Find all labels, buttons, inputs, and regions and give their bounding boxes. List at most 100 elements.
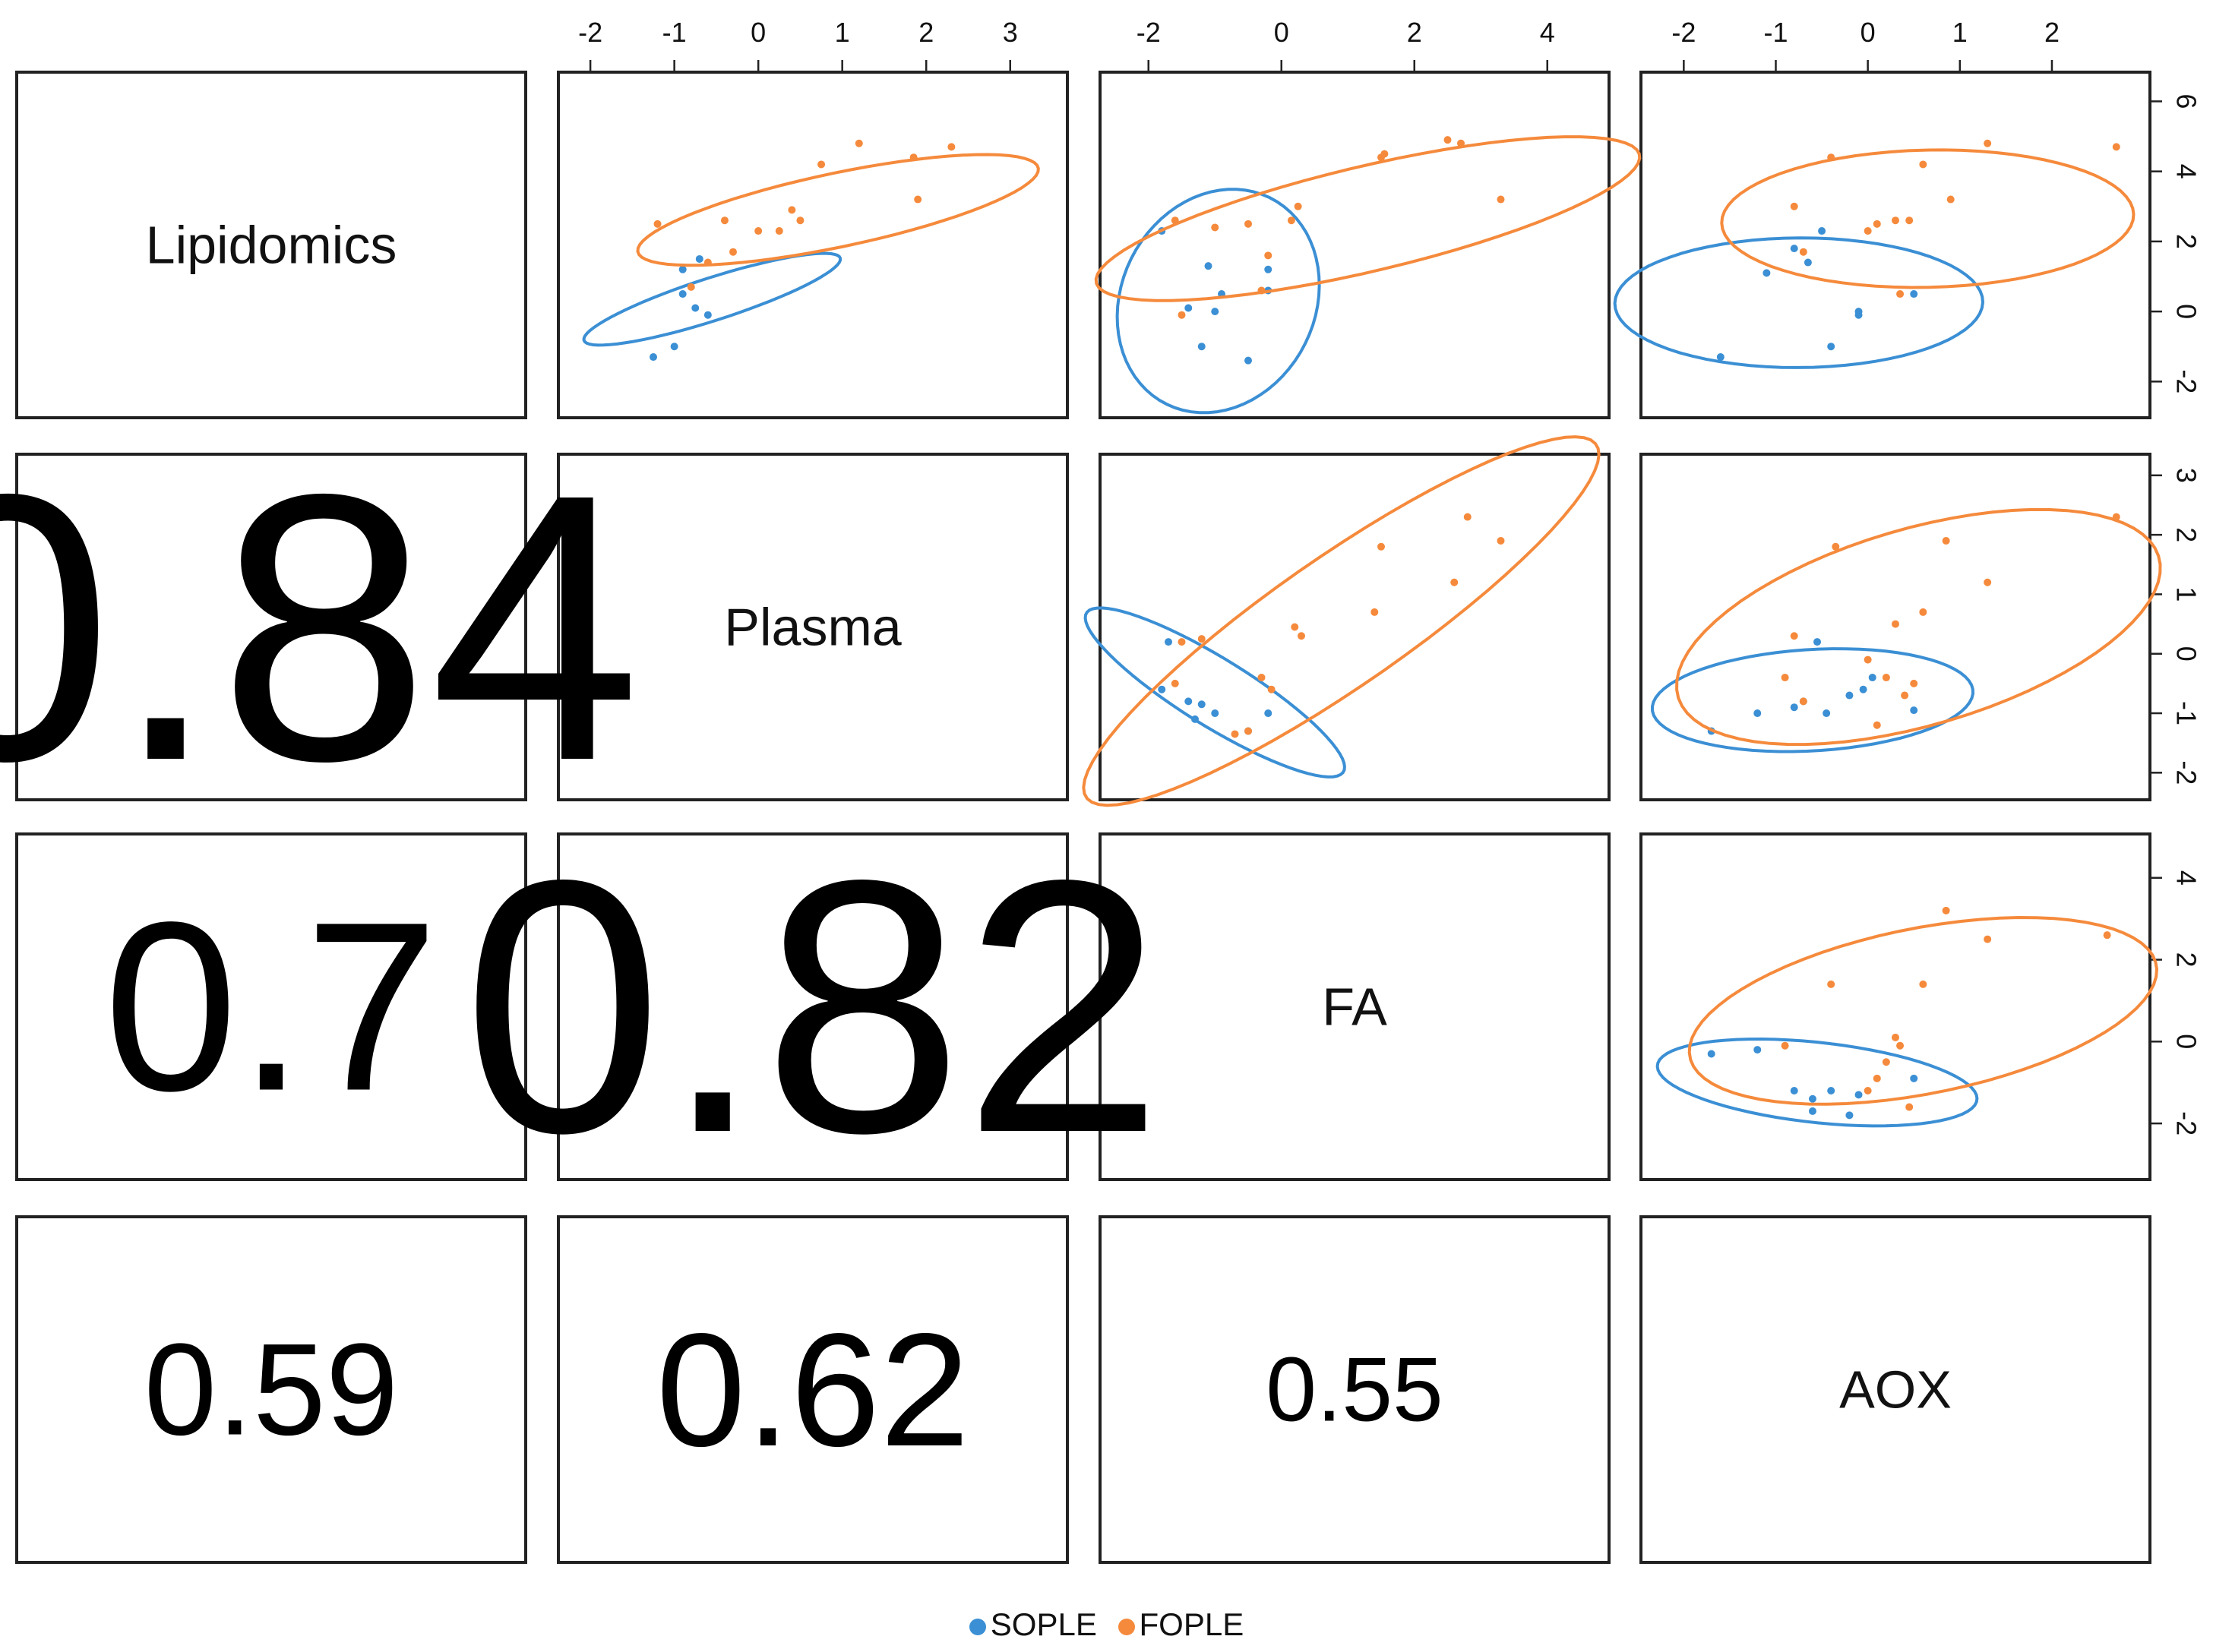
x-tick-label-aox-1: 1: [1952, 17, 1968, 48]
point-fople-fa-vs-lipidomics-6: [1257, 286, 1266, 295]
x-tick-label-plasma--1: -1: [662, 17, 687, 48]
ellipse-sople-aox-vs-lipidomics: [1613, 236, 1985, 369]
panel-frame-r1-c1: [557, 453, 1069, 801]
point-fople-fa-vs-plasma-1: [1171, 679, 1179, 687]
point-fople-plasma-vs-lipidomics-9: [855, 139, 863, 147]
correlation-value-r3-c1: 0.62: [656, 1300, 970, 1480]
point-sople-aox-vs-plasma-2: [1790, 703, 1798, 712]
ellipse-sople-aox-vs-plasma: [1650, 647, 1975, 753]
point-fople-fa-vs-lipidomics-2: [1244, 220, 1252, 228]
point-fople-aox-vs-plasma-8: [1910, 679, 1918, 687]
point-sople-aox-vs-plasma-4: [1823, 709, 1831, 718]
point-sople-fa-vs-lipidomics-2: [1184, 304, 1193, 312]
point-fople-aox-vs-lipidomics-7: [1919, 160, 1927, 169]
point-sople-aox-vs-lipidomics-4: [1818, 227, 1826, 235]
point-fople-aox-vs-fa-7: [1905, 1103, 1914, 1111]
point-fople-plasma-vs-lipidomics-8: [817, 160, 826, 169]
point-sople-fa-vs-plasma-2: [1184, 697, 1193, 706]
ellipse-sople-fa-vs-plasma: [1083, 606, 1346, 779]
x-tick-label-plasma--2: -2: [578, 17, 602, 48]
point-sople-aox-vs-fa-7: [1854, 1091, 1863, 1099]
point-fople-plasma-vs-lipidomics-6: [788, 206, 796, 214]
y-tick-label-fa-2: 2: [2171, 952, 2202, 968]
point-fople-fa-vs-lipidomics-9: [1443, 136, 1452, 144]
point-fople-aox-vs-plasma-12: [2112, 513, 2120, 521]
point-fople-fa-vs-lipidomics-0: [1171, 216, 1179, 225]
correlation-value-r2-c1: 0.82: [463, 806, 1164, 1208]
panel-frame-r0-c1: [557, 71, 1069, 419]
point-fople-aox-vs-lipidomics-8: [1946, 195, 1955, 204]
point-fople-fa-vs-lipidomics-11: [1497, 195, 1505, 204]
point-sople-fa-vs-plasma-1: [1158, 685, 1166, 693]
ellipse-sople-plasma-vs-lipidomics: [582, 251, 843, 347]
point-fople-aox-vs-plasma-9: [1919, 608, 1927, 616]
point-fople-aox-vs-fa-3: [1873, 1074, 1881, 1082]
point-fople-aox-vs-lipidomics-1: [1799, 248, 1807, 256]
point-sople-aox-vs-lipidomics-5: [1827, 343, 1835, 351]
legend: SOPLE FOPLE: [0, 1606, 2213, 1643]
point-sople-aox-vs-lipidomics-0: [1716, 353, 1725, 362]
point-sople-aox-vs-lipidomics-8: [1910, 290, 1918, 298]
point-fople-fa-vs-plasma-9: [1370, 608, 1379, 616]
point-sople-aox-vs-plasma-6: [1845, 691, 1854, 700]
point-fople-aox-vs-lipidomics-11: [1896, 290, 1905, 298]
x-tick-label-plasma-3: 3: [1003, 17, 1018, 48]
point-fople-aox-vs-plasma-13: [1873, 721, 1881, 729]
point-fople-aox-vs-lipidomics-2: [1827, 153, 1835, 162]
correlation-value-r3-c2: 0.55: [1266, 1339, 1443, 1441]
x-tick-label-fa-0: 0: [1274, 17, 1289, 48]
point-sople-aox-vs-lipidomics-1: [1762, 269, 1771, 277]
point-fople-aox-vs-plasma-1: [1781, 674, 1789, 682]
panel-frame-r3-c0: [15, 1215, 527, 1564]
point-sople-plasma-vs-lipidomics-6: [691, 304, 700, 312]
point-fople-plasma-vs-lipidomics-13: [775, 227, 783, 235]
point-fople-fa-vs-lipidomics-4: [1287, 216, 1295, 225]
point-fople-aox-vs-lipidomics-6: [1905, 216, 1914, 225]
point-sople-fa-vs-plasma-5: [1191, 715, 1199, 723]
panel-frame-r0-c0: [15, 71, 527, 419]
x-tick-label-aox--1: -1: [1763, 17, 1788, 48]
point-fople-fa-vs-plasma-10: [1377, 542, 1385, 551]
panel-frame-r1-c3: [1639, 453, 2151, 801]
panel-frame-r3-c2: [1099, 1215, 1611, 1564]
y-tick-label-fa-0: 0: [2171, 1034, 2202, 1049]
point-fople-plasma-vs-lipidomics-10: [909, 153, 918, 162]
point-fople-fa-vs-plasma-0: [1178, 638, 1186, 646]
point-sople-aox-vs-fa-3: [1808, 1094, 1816, 1103]
ellipse-fople-plasma-vs-lipidomics: [636, 153, 1040, 267]
point-sople-fa-vs-lipidomics-5: [1197, 343, 1206, 351]
y-tick-label-lipidomics-0: 0: [2171, 304, 2202, 319]
x-tick-label-plasma-0: 0: [751, 17, 766, 48]
point-sople-aox-vs-lipidomics-3: [1804, 258, 1812, 267]
y-tick-label-lipidomics-4: 4: [2171, 164, 2202, 179]
point-sople-fa-vs-lipidomics-6: [1244, 356, 1252, 365]
legend-swatch-fople: [1118, 1618, 1135, 1635]
point-fople-aox-vs-plasma-3: [1832, 542, 1840, 551]
point-sople-fa-vs-plasma-7: [1264, 709, 1272, 718]
point-fople-plasma-vs-lipidomics-1: [720, 216, 729, 225]
point-fople-fa-vs-lipidomics-12: [1178, 311, 1186, 319]
point-sople-plasma-vs-lipidomics-4: [670, 343, 678, 351]
point-fople-plasma-vs-lipidomics-2: [729, 248, 737, 256]
point-fople-fa-vs-plasma-12: [1463, 513, 1472, 521]
point-fople-aox-vs-plasma-4: [1864, 655, 1872, 664]
panel-frame-r2-c2: [1099, 832, 1611, 1181]
point-sople-aox-vs-fa-1: [1753, 1046, 1762, 1054]
point-fople-fa-vs-plasma-6: [1298, 632, 1305, 640]
point-sople-aox-vs-plasma-7: [1859, 685, 1867, 693]
point-fople-aox-vs-plasma-2: [1799, 697, 1807, 706]
point-fople-fa-vs-lipidomics-3: [1264, 251, 1272, 260]
panel-frame-r2-c0: [15, 832, 527, 1181]
point-fople-plasma-vs-lipidomics-4: [687, 283, 695, 291]
point-sople-aox-vs-lipidomics-7: [1854, 311, 1863, 319]
y-tick-label-plasma-2: 2: [2171, 527, 2202, 542]
point-fople-fa-vs-plasma-5: [1291, 623, 1299, 631]
legend-label-fople: FOPLE: [1139, 1606, 1244, 1642]
point-fople-aox-vs-fa-0: [1781, 1041, 1789, 1050]
x-tick-label-aox-2: 2: [2044, 17, 2060, 48]
ellipse-fople-aox-vs-fa: [1687, 915, 2159, 1106]
point-sople-aox-vs-plasma-8: [1868, 674, 1876, 682]
point-fople-aox-vs-plasma-11: [1984, 578, 1992, 586]
point-fople-fa-vs-plasma-2: [1197, 635, 1206, 643]
